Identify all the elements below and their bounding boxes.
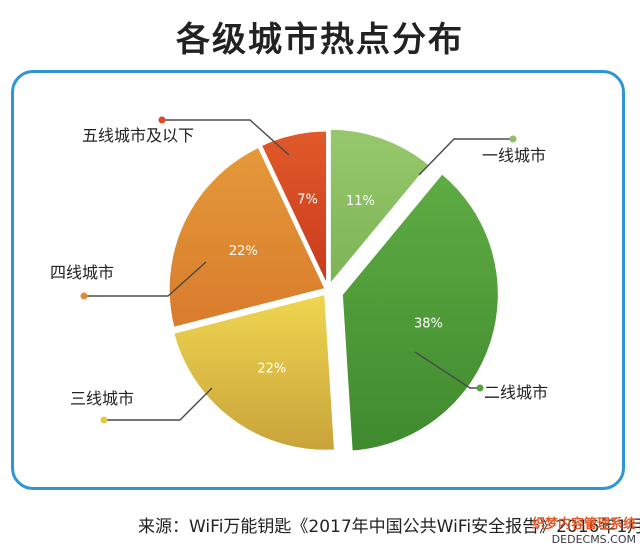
slice-name-label: 一线城市: [482, 146, 546, 165]
pie-slice-4: [166, 144, 329, 331]
slice-name-label: 二线城市: [484, 383, 548, 402]
watermark: 织梦内容管理系统 DEDECMS.COM: [532, 517, 636, 547]
slice-name-label: 五线城市及以下: [82, 126, 194, 145]
chart-frame: [11, 70, 625, 490]
callout-line: [162, 119, 290, 156]
callout-line: [84, 261, 207, 297]
callout-dot: [158, 116, 166, 124]
callout-line: [418, 138, 513, 176]
slice-name-label: 四线城市: [50, 263, 114, 282]
callout-dot: [476, 384, 484, 392]
slice-percent-label: 7%: [297, 193, 318, 208]
watermark-line2: DEDECMS.COM: [551, 533, 636, 546]
pie-slice-1: [327, 126, 433, 291]
callout-dot: [509, 135, 517, 143]
pie-slice-5: [258, 128, 330, 289]
pie-slice-2: [339, 170, 501, 454]
slice-name-label: 三线城市: [70, 389, 134, 408]
slice-percent-label: 38%: [414, 317, 443, 332]
slice-percent-label: 11%: [346, 194, 375, 209]
source-note: 来源：WiFi万能钥匙《2017年中国公共WiFi安全报告》2016年1月: [138, 517, 640, 537]
slice-percent-label: 22%: [229, 244, 258, 259]
watermark-line1: 织梦内容管理系统: [531, 517, 636, 532]
callout-line: [104, 387, 213, 421]
callout-dot: [80, 292, 88, 300]
pie-slice-3: [170, 291, 338, 453]
callout-dot: [100, 416, 108, 424]
slice-percent-label: 22%: [257, 361, 286, 376]
chart-title: 各级城市热点分布: [176, 20, 464, 60]
